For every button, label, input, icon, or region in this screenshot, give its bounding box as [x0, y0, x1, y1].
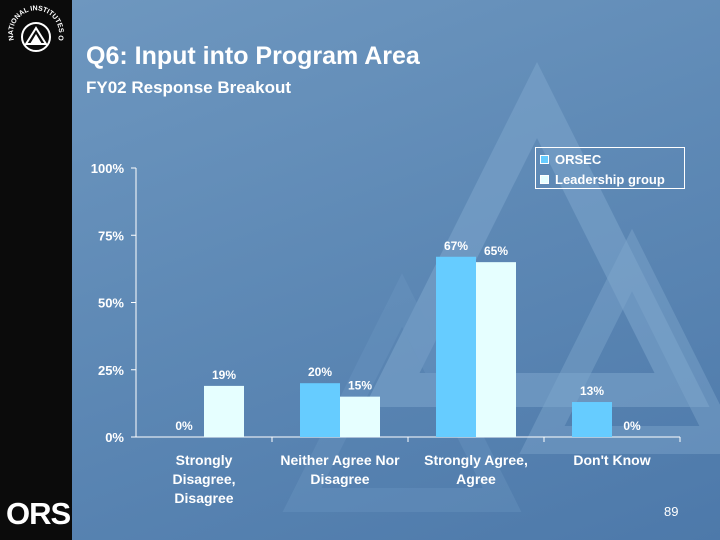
bar-orsec [300, 383, 340, 437]
legend-swatch-orsec [540, 154, 549, 164]
data-label: 0% [623, 419, 641, 433]
page-number: 89 [664, 504, 679, 519]
legend-label-orsec: ORSEC [555, 151, 602, 167]
y-tick-label: 75% [98, 228, 124, 243]
legend-item-orsec: ORSEC [540, 150, 601, 168]
legend-label-leadership: Leadership group [555, 171, 665, 187]
x-category-label: Disagree [310, 471, 369, 487]
x-category-label: Don't Know [573, 452, 650, 468]
x-category-label: Strongly Agree, [424, 452, 528, 468]
x-category-label: Neither Agree Nor [280, 452, 400, 468]
bar-leadership [340, 396, 380, 437]
ors-logo: ORS [6, 496, 71, 531]
data-label: 20% [308, 365, 332, 379]
nih-seal-icon: NATIONAL INSTITUTES OF HEALTH [4, 4, 64, 52]
data-label: 0% [175, 419, 193, 433]
y-tick-label: 100% [91, 161, 125, 176]
y-tick-label: 0% [105, 430, 124, 445]
bar-orsec [572, 402, 612, 437]
data-label: 15% [348, 379, 372, 393]
x-category-label: Disagree [174, 490, 233, 506]
sidebar: NATIONAL INSTITUTES OF HEALTH ORS [0, 0, 72, 540]
chart-legend: ORSEC Leadership group [535, 147, 685, 189]
x-category-label: Disagree, [172, 471, 235, 487]
bar-leadership [204, 385, 244, 437]
x-category-label: Agree [456, 471, 496, 487]
data-label: 19% [212, 368, 236, 382]
data-label: 13% [580, 384, 604, 398]
x-category-label: Strongly [176, 452, 233, 468]
bar-orsec [436, 256, 476, 437]
y-tick-label: 50% [98, 296, 124, 311]
legend-swatch-leadership [540, 174, 549, 184]
page-subtitle: FY02 Response Breakout [86, 78, 292, 97]
page-title: Q6: Input into Program Area [86, 42, 420, 70]
bar-leadership [476, 262, 516, 437]
legend-item-leadership: Leadership group [540, 170, 665, 188]
y-tick-label: 25% [98, 363, 124, 378]
data-label: 65% [484, 244, 508, 258]
data-label: 67% [444, 239, 468, 253]
